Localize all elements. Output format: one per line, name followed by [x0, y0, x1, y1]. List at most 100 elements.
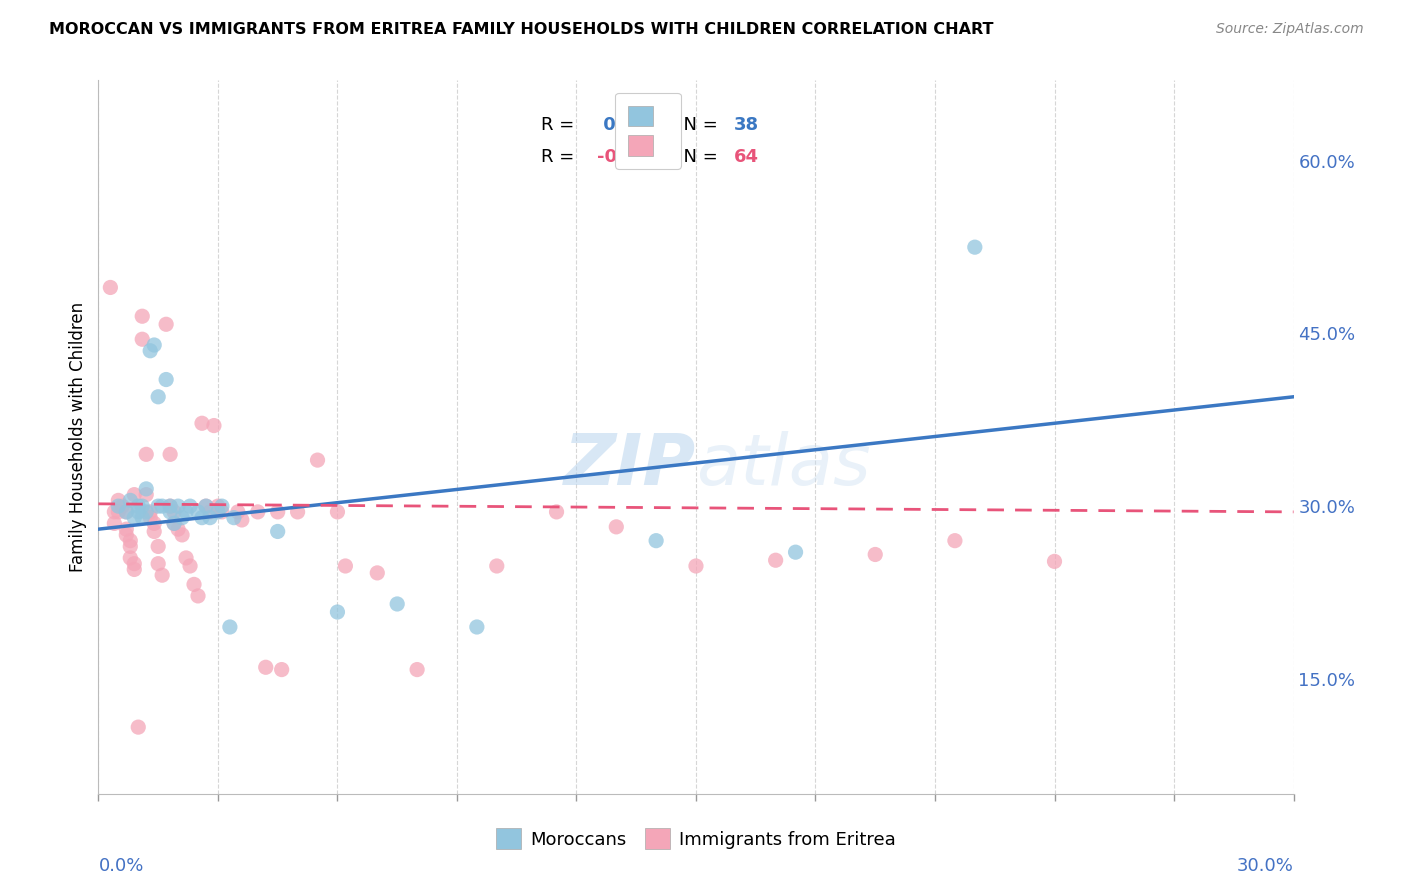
Point — [335, 559, 357, 574]
Point — [143, 338, 166, 352]
Point — [172, 510, 194, 524]
Point — [127, 720, 149, 734]
Point — [963, 240, 986, 254]
Point — [120, 493, 142, 508]
Y-axis label: Family Households with Children: Family Households with Children — [69, 302, 87, 572]
Point — [207, 505, 229, 519]
Point — [326, 605, 349, 619]
Point — [366, 566, 388, 580]
Point — [231, 513, 253, 527]
Point — [135, 447, 157, 461]
Point — [195, 499, 218, 513]
Point — [155, 318, 177, 332]
Point — [143, 516, 166, 531]
Point — [159, 447, 181, 461]
Point — [139, 510, 162, 524]
Text: -0.021: -0.021 — [596, 148, 661, 166]
Point — [135, 505, 157, 519]
Point — [115, 528, 138, 542]
Point — [211, 499, 233, 513]
Legend: Moroccans, Immigrants from Eritrea: Moroccans, Immigrants from Eritrea — [489, 821, 903, 856]
Text: R =: R = — [541, 116, 579, 134]
Point — [120, 533, 142, 548]
Text: R =: R = — [541, 148, 579, 166]
Point — [159, 505, 181, 519]
Text: MOROCCAN VS IMMIGRANTS FROM ERITREA FAMILY HOUSEHOLDS WITH CHILDREN CORRELATION : MOROCCAN VS IMMIGRANTS FROM ERITREA FAMI… — [49, 22, 994, 37]
Point — [159, 499, 181, 513]
Point — [183, 577, 205, 591]
Text: 38: 38 — [734, 116, 759, 134]
Point — [103, 516, 125, 531]
Point — [222, 510, 245, 524]
Point — [1043, 554, 1066, 568]
Point — [943, 533, 966, 548]
Point — [127, 505, 149, 519]
Point — [167, 499, 190, 513]
Text: atlas: atlas — [696, 431, 870, 500]
Point — [115, 522, 138, 536]
Text: 0.238: 0.238 — [596, 116, 659, 134]
Point — [131, 310, 153, 324]
Point — [107, 505, 129, 519]
Point — [155, 372, 177, 386]
Point — [148, 557, 170, 571]
Point — [131, 510, 153, 524]
Point — [103, 505, 125, 519]
Point — [287, 505, 309, 519]
Point — [385, 597, 409, 611]
Text: 0.0%: 0.0% — [98, 857, 143, 875]
Point — [163, 516, 186, 531]
Point — [307, 453, 329, 467]
Point — [139, 343, 162, 358]
Point — [546, 505, 568, 519]
Point — [179, 499, 201, 513]
Point — [124, 562, 146, 576]
Point — [765, 553, 787, 567]
Point — [270, 663, 292, 677]
Point — [143, 524, 166, 539]
Point — [219, 620, 242, 634]
Point — [198, 505, 221, 519]
Point — [139, 505, 162, 519]
Point — [163, 516, 186, 531]
Point — [226, 505, 249, 519]
Point — [111, 499, 134, 513]
Point — [605, 520, 627, 534]
Point — [267, 524, 290, 539]
Point — [98, 280, 122, 294]
Point — [865, 548, 887, 562]
Point — [159, 499, 181, 513]
Point — [174, 505, 197, 519]
Point — [163, 505, 186, 519]
Point — [120, 550, 142, 565]
Point — [207, 499, 229, 513]
Point — [195, 499, 218, 513]
Point — [115, 505, 138, 519]
Point — [107, 493, 129, 508]
Point — [785, 545, 807, 559]
Point — [124, 510, 146, 524]
Point — [135, 488, 157, 502]
Point — [131, 499, 153, 513]
Point — [198, 510, 221, 524]
Point — [174, 550, 197, 565]
Point — [685, 559, 707, 574]
Point — [202, 418, 225, 433]
Point — [124, 557, 146, 571]
Point — [187, 505, 209, 519]
Point — [135, 482, 157, 496]
Point — [326, 505, 349, 519]
Point — [465, 620, 488, 634]
Text: Source: ZipAtlas.com: Source: ZipAtlas.com — [1216, 22, 1364, 37]
Point — [191, 417, 214, 431]
Point — [179, 559, 201, 574]
Point — [246, 505, 269, 519]
Point — [254, 660, 277, 674]
Point — [148, 540, 170, 554]
Point — [127, 499, 149, 513]
Point — [150, 568, 173, 582]
Point — [172, 528, 194, 542]
Point — [211, 505, 233, 519]
Point — [167, 522, 190, 536]
Text: N =: N = — [672, 148, 724, 166]
